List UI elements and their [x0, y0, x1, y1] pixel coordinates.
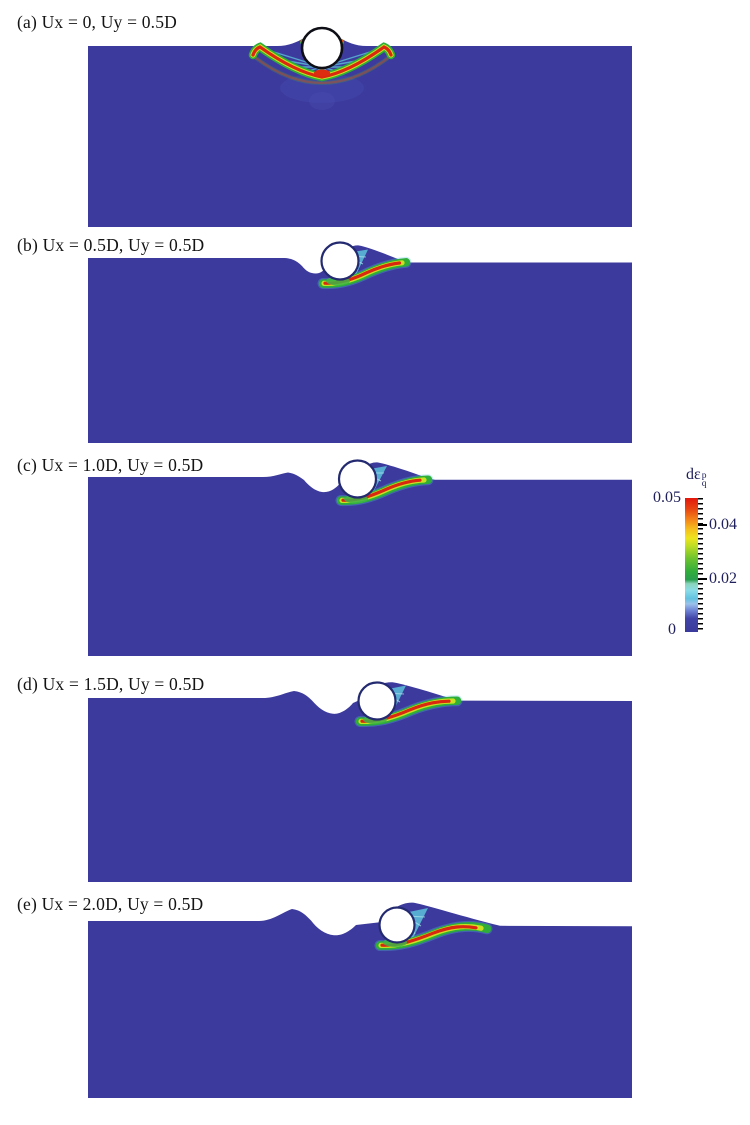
colorbar-title-sub: q: [701, 479, 707, 489]
soil-domain-b: [88, 245, 632, 443]
colorbar-tick-0.02: [698, 578, 707, 580]
panel-c-label: (c) Ux = 1.0D, Uy = 0.5D: [17, 455, 204, 475]
colorbar-label-0.04: 0.04: [709, 516, 737, 533]
colorbar-title: dε p q: [686, 466, 707, 489]
secondary-shear-arc: [255, 57, 389, 84]
pipe-e: [378, 906, 416, 944]
panel-c-graphic: [88, 459, 632, 656]
panel-b-graphic: [88, 241, 632, 443]
pipe-d: [357, 681, 397, 721]
colorbar: dε p q 0.05 0.04 0.02 0: [643, 466, 750, 646]
colorbar-min-label: 0: [668, 621, 676, 638]
panel-a-graphic: [88, 26, 632, 227]
panel-a-label: (a) Ux = 0, Uy = 0.5D: [17, 12, 178, 32]
colorbar-title-symbol: dε: [686, 466, 701, 483]
colorbar-tick-0.04: [698, 524, 707, 526]
colorbar-label-0.02: 0.02: [709, 570, 737, 587]
panel-e-graphic: [88, 902, 632, 1098]
soil-domain-d: [88, 682, 632, 882]
panel-b-label: (b) Ux = 0.5D, Uy = 0.5D: [17, 235, 205, 255]
deep-strain-smudge-2: [309, 92, 335, 110]
soil-domain-e: [88, 902, 632, 1098]
colorbar-gradient: [685, 498, 698, 632]
secondary-shear-arc-green: [254, 56, 390, 85]
invert-red-spot-a: [314, 69, 330, 77]
panel-e-label: (e) Ux = 2.0D, Uy = 0.5D: [17, 894, 204, 914]
pipe-b: [320, 241, 360, 281]
panel-d-label: (d) Ux = 1.5D, Uy = 0.5D: [17, 674, 205, 694]
deep-strain-smudge: [280, 73, 364, 103]
panel-d-graphic: [88, 681, 632, 882]
soil-domain-a: [88, 38, 632, 227]
colorbar-tick-comb: [698, 498, 703, 632]
colorbar-max-label: 0.05: [653, 489, 681, 506]
soil-domain-c: [88, 462, 632, 656]
colorbar-title-sup: p: [701, 471, 707, 481]
pipe-a: [300, 26, 344, 70]
shear-band-a-red: [251, 45, 393, 79]
pipe-c: [337, 459, 378, 499]
